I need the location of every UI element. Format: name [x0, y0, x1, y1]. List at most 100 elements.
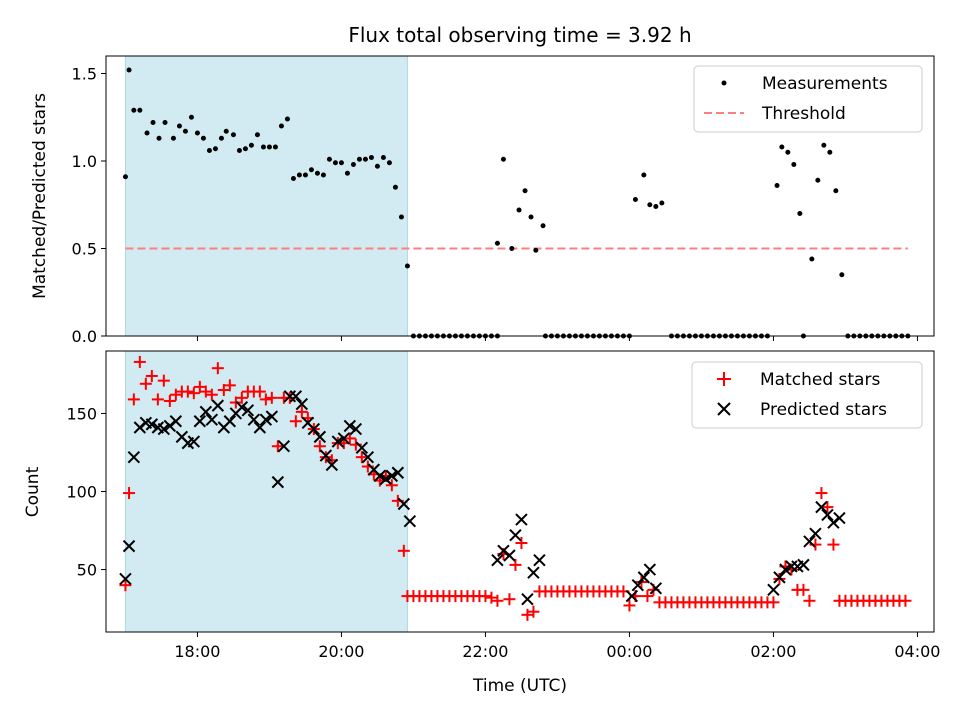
predicted-star-bar	[355, 441, 369, 454]
measurement-point	[659, 200, 665, 206]
predicted-star-point	[379, 472, 393, 486]
matched-star-point	[271, 440, 284, 453]
measurement-point	[404, 263, 410, 269]
predicted-star-point	[343, 419, 357, 433]
predicted-star-bar	[325, 458, 339, 472]
top-y-tick-label: 1.5	[72, 65, 97, 84]
predicted-star-bar	[349, 422, 363, 436]
predicted-star-point	[403, 514, 417, 528]
measurement-point	[774, 183, 780, 188]
bottom-x-tick-label: 04:00	[894, 642, 940, 661]
measurement-point	[126, 67, 132, 73]
measurement-point	[362, 156, 368, 162]
measurement-point	[809, 256, 815, 262]
measurement-point	[791, 162, 797, 167]
matched-star-point	[397, 544, 410, 557]
predicted-star-point	[533, 553, 546, 567]
bottom-axes-frame	[105, 350, 935, 633]
predicted-star-point	[325, 458, 339, 472]
predicted-star-bar	[833, 511, 846, 525]
top-y-tick-label: 0.0	[72, 327, 97, 346]
measurement-point	[137, 107, 143, 113]
predicted-star-point	[295, 397, 309, 411]
measurement-point	[332, 160, 338, 166]
predicted-star-bar	[343, 419, 357, 433]
measurement-point	[212, 146, 218, 152]
predicted-star-point	[361, 450, 375, 464]
matched-star-point	[623, 599, 636, 612]
predicted-star-point	[265, 410, 279, 423]
predicted-star-bar	[319, 449, 333, 462]
matched-star-point	[515, 537, 528, 550]
top-y-tick-label: 1.0	[72, 152, 97, 171]
top-panel: 0.0 0.5 1.0 1.5 Flux total observing time =…	[30, 23, 935, 346]
measurement-point	[653, 204, 659, 209]
matched-star-point	[803, 594, 816, 607]
predicted-star-bar	[277, 440, 291, 453]
measurement-point	[374, 163, 380, 169]
bottom-y-tick-label: 50	[77, 561, 97, 580]
predicted-star-bar	[205, 413, 219, 426]
bottom-y-tick-label: 100	[66, 483, 97, 502]
measurement-point	[815, 177, 821, 183]
top-y-axis-label: Matched/Predicted stars	[30, 93, 50, 299]
measurement-point	[779, 144, 785, 150]
bottom-x-tick-label: 22:00	[462, 642, 508, 661]
predicted-star-bar	[313, 430, 327, 444]
legend-predicted-label: Predicted stars	[760, 400, 887, 420]
legend-matched-marker	[717, 372, 731, 386]
predicted-star-point	[127, 450, 141, 464]
legend-measurements-marker	[721, 80, 727, 86]
measurement-point	[170, 135, 176, 141]
matched-star-point	[163, 394, 176, 407]
matched-star-point	[265, 391, 278, 404]
measurement-point	[392, 184, 398, 190]
measurement-point	[302, 172, 308, 178]
predicted-star-bar	[515, 513, 528, 526]
bottom-y-ticks: 50 100 150	[66, 404, 106, 580]
predicted-star-point	[313, 430, 327, 444]
measurement-point	[188, 114, 194, 120]
measurement-point	[522, 188, 528, 194]
bottom-legend: Matched stars Predicted stars	[691, 361, 923, 429]
predicted-star-point	[773, 571, 786, 584]
predicted-star-bar	[803, 535, 816, 548]
predicted-star-point	[821, 508, 834, 522]
bottom-legend-box	[691, 361, 923, 429]
matched-star-point	[491, 594, 504, 607]
predicted-star-point	[767, 583, 780, 597]
predicted-star-bar	[223, 415, 237, 428]
measurement-point	[338, 160, 344, 166]
measurement-point	[516, 207, 522, 213]
matched-star-point	[797, 583, 810, 596]
predicted-star-bar	[199, 405, 213, 419]
predicted-star-point	[119, 572, 132, 586]
matched-star-point	[527, 605, 540, 618]
predicted-star-bar	[637, 571, 651, 584]
measurement-point	[533, 247, 539, 253]
predicted-star-bar	[157, 422, 171, 436]
measurement-point	[350, 162, 356, 167]
measurement-point	[326, 156, 332, 162]
matched-star-point	[157, 374, 170, 387]
matched-star-point	[289, 415, 302, 428]
predicted-star-bar	[821, 508, 834, 522]
predicted-star-bar	[767, 583, 780, 597]
predicted-star-point	[349, 422, 363, 436]
predicted-star-point	[289, 390, 303, 403]
predicted-star-point	[649, 582, 663, 595]
predicted-star-point	[253, 421, 267, 434]
predicted-star-bar	[119, 572, 132, 586]
predicted-star-bar	[397, 497, 411, 511]
matched-star-point	[187, 387, 200, 400]
matched-star-point	[211, 362, 224, 375]
predicted-star-point	[193, 415, 207, 428]
predicted-star-point	[205, 413, 219, 426]
predicted-star-bar	[797, 558, 810, 572]
matched-star-point	[313, 440, 326, 453]
bottom-x-tick-label: 00:00	[606, 642, 652, 661]
predicted-star-bar	[533, 553, 546, 567]
predicted-star-point	[527, 566, 540, 579]
matched-star-point	[343, 432, 356, 445]
measurement-point	[236, 148, 242, 153]
